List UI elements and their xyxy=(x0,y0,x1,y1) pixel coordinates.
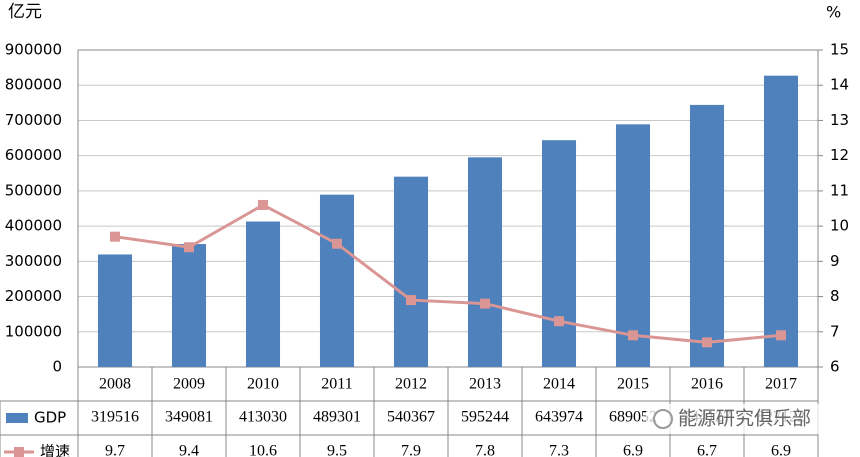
y2-tick-label: 14 xyxy=(830,76,849,94)
legend-label: 增速 xyxy=(40,443,70,457)
bar xyxy=(615,124,651,368)
line-marker xyxy=(110,231,120,242)
bar xyxy=(467,157,503,367)
watermark-icon xyxy=(653,409,673,429)
bar xyxy=(171,244,207,367)
table-value: 6.9 xyxy=(623,443,643,457)
line-marker xyxy=(332,238,342,249)
y-tick-label: 700000 xyxy=(5,111,62,129)
y2-tick-label: 6 xyxy=(830,358,840,376)
y2-tick-label: 8 xyxy=(830,287,840,305)
bar xyxy=(319,194,355,367)
x-tick-label: 2010 xyxy=(247,376,279,393)
y-tick-label: 500000 xyxy=(5,181,62,199)
table-value: 6.7 xyxy=(697,443,717,457)
bar xyxy=(763,75,799,367)
y-tick-label: 300000 xyxy=(5,252,62,270)
x-tick-label: 2015 xyxy=(617,376,649,393)
y2-tick-label: 7 xyxy=(830,322,840,340)
table-value: 9.5 xyxy=(327,443,347,457)
x-tick-label: 2009 xyxy=(173,376,205,393)
table-value: 319516 xyxy=(91,409,139,426)
line-marker xyxy=(184,242,194,253)
table-value: 595244 xyxy=(461,409,509,426)
y-tick-label: 0 xyxy=(52,358,62,376)
line-marker xyxy=(480,298,490,309)
y2-tick-label: 11 xyxy=(830,181,849,199)
table-value: 489301 xyxy=(313,409,361,426)
bar xyxy=(245,221,281,367)
legend-key xyxy=(6,413,28,423)
line-marker xyxy=(258,199,268,210)
y2-tick-label: 13 xyxy=(830,111,849,129)
table-value: 413030 xyxy=(239,409,287,426)
bar xyxy=(393,176,429,367)
y-tick-label: 600000 xyxy=(5,146,62,164)
line xyxy=(114,203,782,344)
y2-tick-label: 9 xyxy=(830,252,840,270)
y-axis-label: 亿元 xyxy=(8,2,42,22)
table-value: 540367 xyxy=(387,409,435,426)
line-marker xyxy=(406,295,416,306)
line-marker xyxy=(628,330,638,341)
x-tick-label: 2008 xyxy=(99,376,131,393)
x-tick-label: 2013 xyxy=(469,376,501,393)
y2-tick-label: 10 xyxy=(830,217,849,235)
table-value: 349081 xyxy=(165,409,213,426)
x-tick-label: 2011 xyxy=(321,376,352,393)
watermark-bg xyxy=(646,404,832,434)
bar xyxy=(689,104,725,368)
watermark: 能源研究俱乐部 xyxy=(678,408,811,430)
y-tick-label: 200000 xyxy=(5,287,62,305)
y-tick-label: 100000 xyxy=(5,322,62,340)
y-tick-label: 800000 xyxy=(5,76,62,94)
line-marker xyxy=(554,316,564,327)
table-value: 9.4 xyxy=(179,443,199,457)
line-marker xyxy=(776,330,786,341)
x-tick-label: 2012 xyxy=(395,376,427,393)
x-tick-label: 2016 xyxy=(691,376,723,393)
bar xyxy=(97,254,133,367)
table-value: 643974 xyxy=(535,409,583,426)
table-value: 7.9 xyxy=(401,443,421,457)
table-value: 7.8 xyxy=(475,443,495,457)
table-value: 9.7 xyxy=(105,443,125,457)
y-tick-label: 900000 xyxy=(5,41,62,59)
table-value: 10.6 xyxy=(249,443,277,457)
y2-tick-label: 15 xyxy=(830,41,849,59)
line-marker xyxy=(702,337,712,348)
x-tick-label: 2017 xyxy=(765,376,797,393)
table-value: 7.3 xyxy=(549,443,569,457)
bar xyxy=(541,140,577,367)
table-value: 689052 xyxy=(609,409,657,426)
table-value: 6.9 xyxy=(771,443,791,457)
x-tick-label: 2014 xyxy=(543,376,575,393)
y2-axis-label: % xyxy=(826,3,841,22)
legend-key xyxy=(14,447,24,457)
legend-label: GDP xyxy=(34,409,66,427)
y2-tick-label: 12 xyxy=(830,146,849,164)
y-tick-label: 400000 xyxy=(5,217,62,235)
